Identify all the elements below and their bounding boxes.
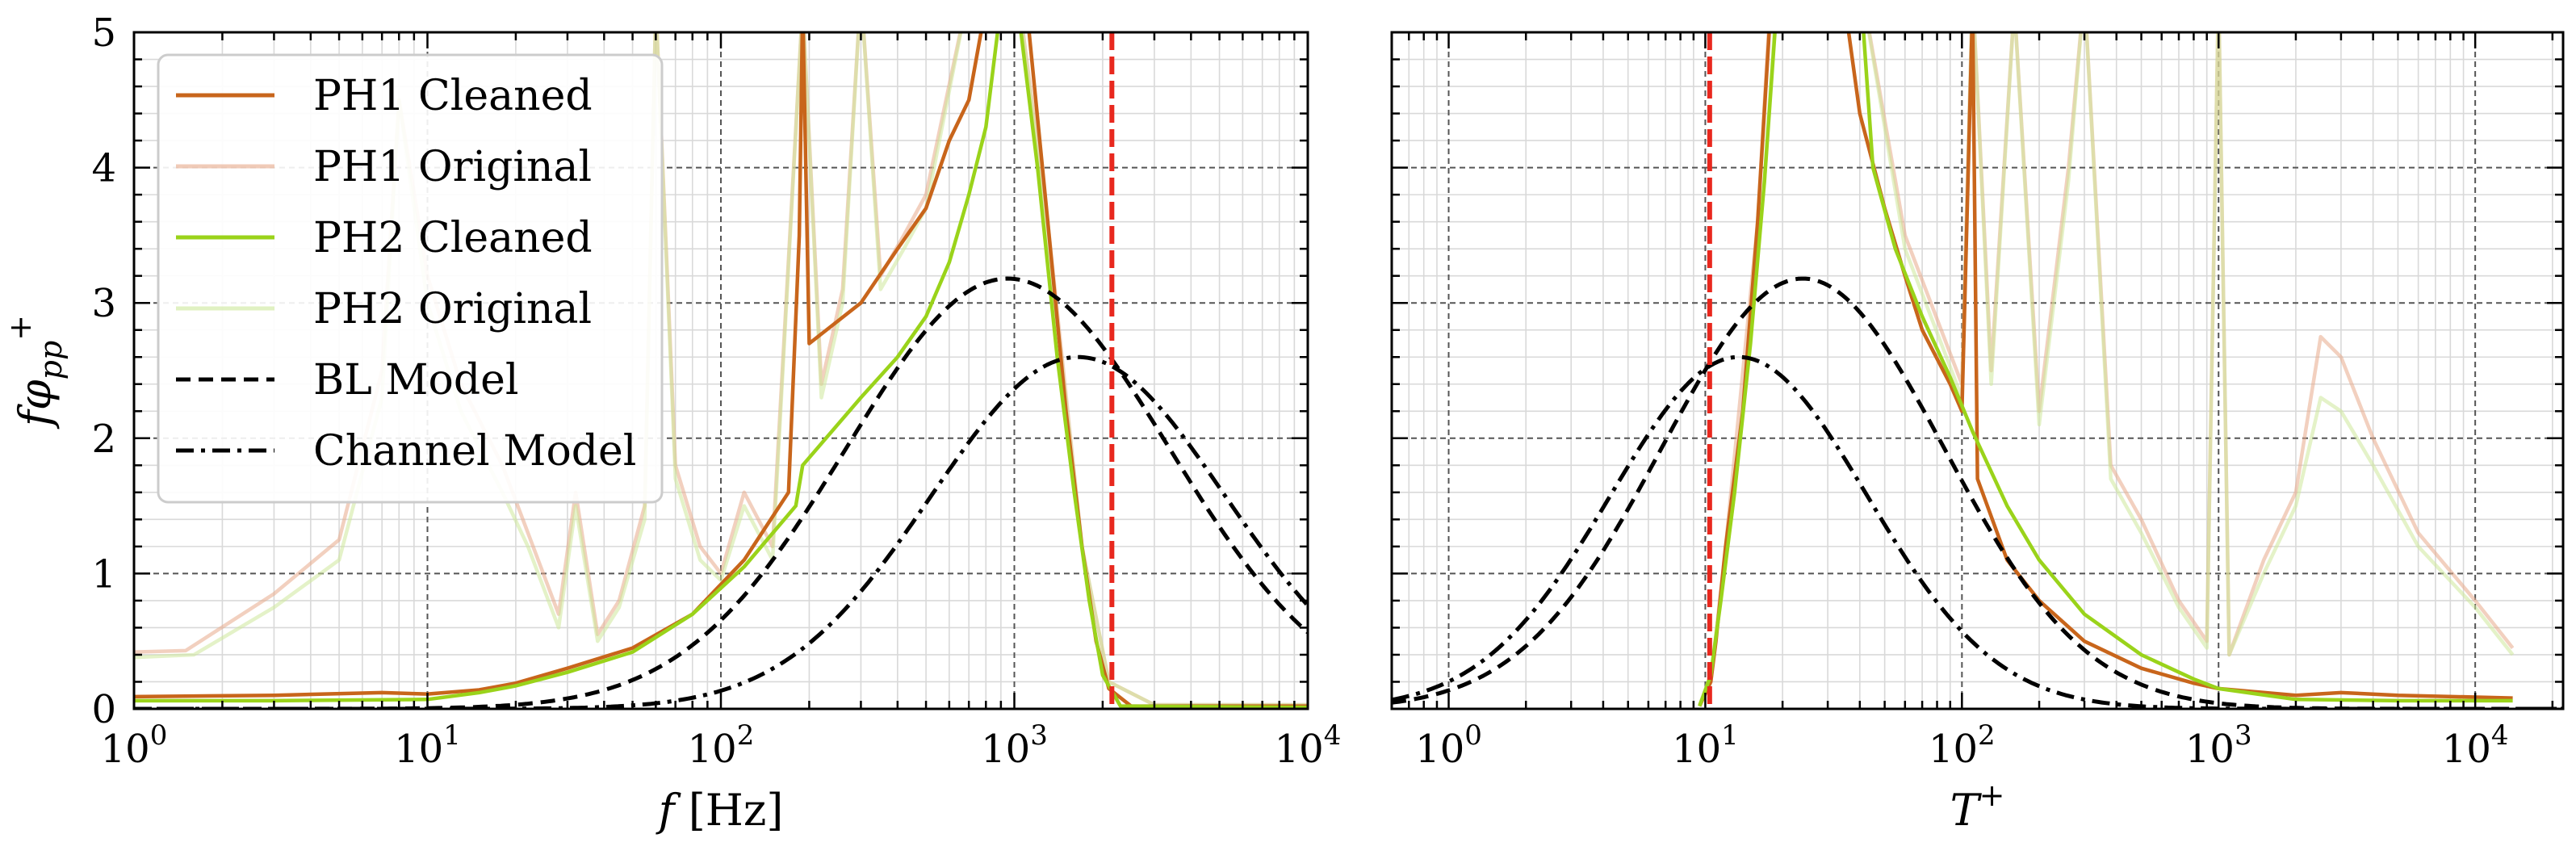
series-line-ph2-cleaned bbox=[1698, 32, 2513, 707]
axes-frame bbox=[1390, 31, 2565, 710]
right-panel: 100 101 102 103 104 T+ bbox=[1390, 31, 2565, 836]
x-tick-label: 103 bbox=[981, 719, 1048, 772]
legend: PH1 Cleaned PH1 Original PH2 Cleaned PH2 Or… bbox=[157, 53, 664, 504]
y-tick-label: 0 bbox=[91, 687, 116, 732]
y-tick-label: 4 bbox=[91, 146, 116, 191]
x-tick-label: 102 bbox=[688, 719, 755, 772]
legend-label: PH1 Cleaned bbox=[313, 72, 593, 120]
left-panel: 100 101 102 103 104 0 1 2 3 4 5 f [Hz] fφpp+ PH1 Clea… bbox=[2, 10, 1342, 836]
series-line-ph2-cleaned bbox=[134, 32, 1308, 709]
series-line-ph1-original bbox=[1698, 32, 2515, 706]
x-tick-label: 101 bbox=[394, 719, 461, 772]
x-tick-label: 100 bbox=[1415, 719, 1482, 772]
tick-marks bbox=[1390, 31, 2563, 710]
legend-label: BL Model bbox=[313, 356, 519, 404]
series-line-channel-model bbox=[134, 354, 1308, 709]
x-tick-label: 101 bbox=[1672, 719, 1739, 772]
x-axis-title: T+ bbox=[1950, 777, 2005, 836]
legend-label: PH2 Original bbox=[313, 285, 592, 333]
x-tick-label: 100 bbox=[101, 719, 168, 772]
legend-label: Channel Model bbox=[313, 427, 636, 476]
x-tick-label: 103 bbox=[2185, 719, 2252, 772]
legend-box bbox=[157, 53, 664, 504]
legend-label: PH2 Cleaned bbox=[313, 214, 593, 262]
y-tick-label: 2 bbox=[91, 417, 116, 462]
y-tick-label: 1 bbox=[91, 551, 116, 597]
legend-label: PH1 Original bbox=[313, 143, 592, 191]
y-tick-label: 3 bbox=[91, 281, 116, 326]
x-tick-label: 104 bbox=[1275, 719, 1342, 772]
series-line-channel-model bbox=[1392, 354, 2563, 709]
x-tick-label: 104 bbox=[2442, 719, 2509, 772]
x-tick-label: 102 bbox=[1929, 719, 1996, 772]
series-line-ph2-original bbox=[1698, 32, 2515, 706]
y-tick-label: 5 bbox=[91, 10, 116, 56]
x-axis-title: f [Hz] bbox=[656, 785, 784, 836]
tick-marks bbox=[132, 31, 1309, 710]
plot-area bbox=[1392, 32, 2563, 709]
y-axis-title: fφpp+ bbox=[2, 315, 69, 430]
